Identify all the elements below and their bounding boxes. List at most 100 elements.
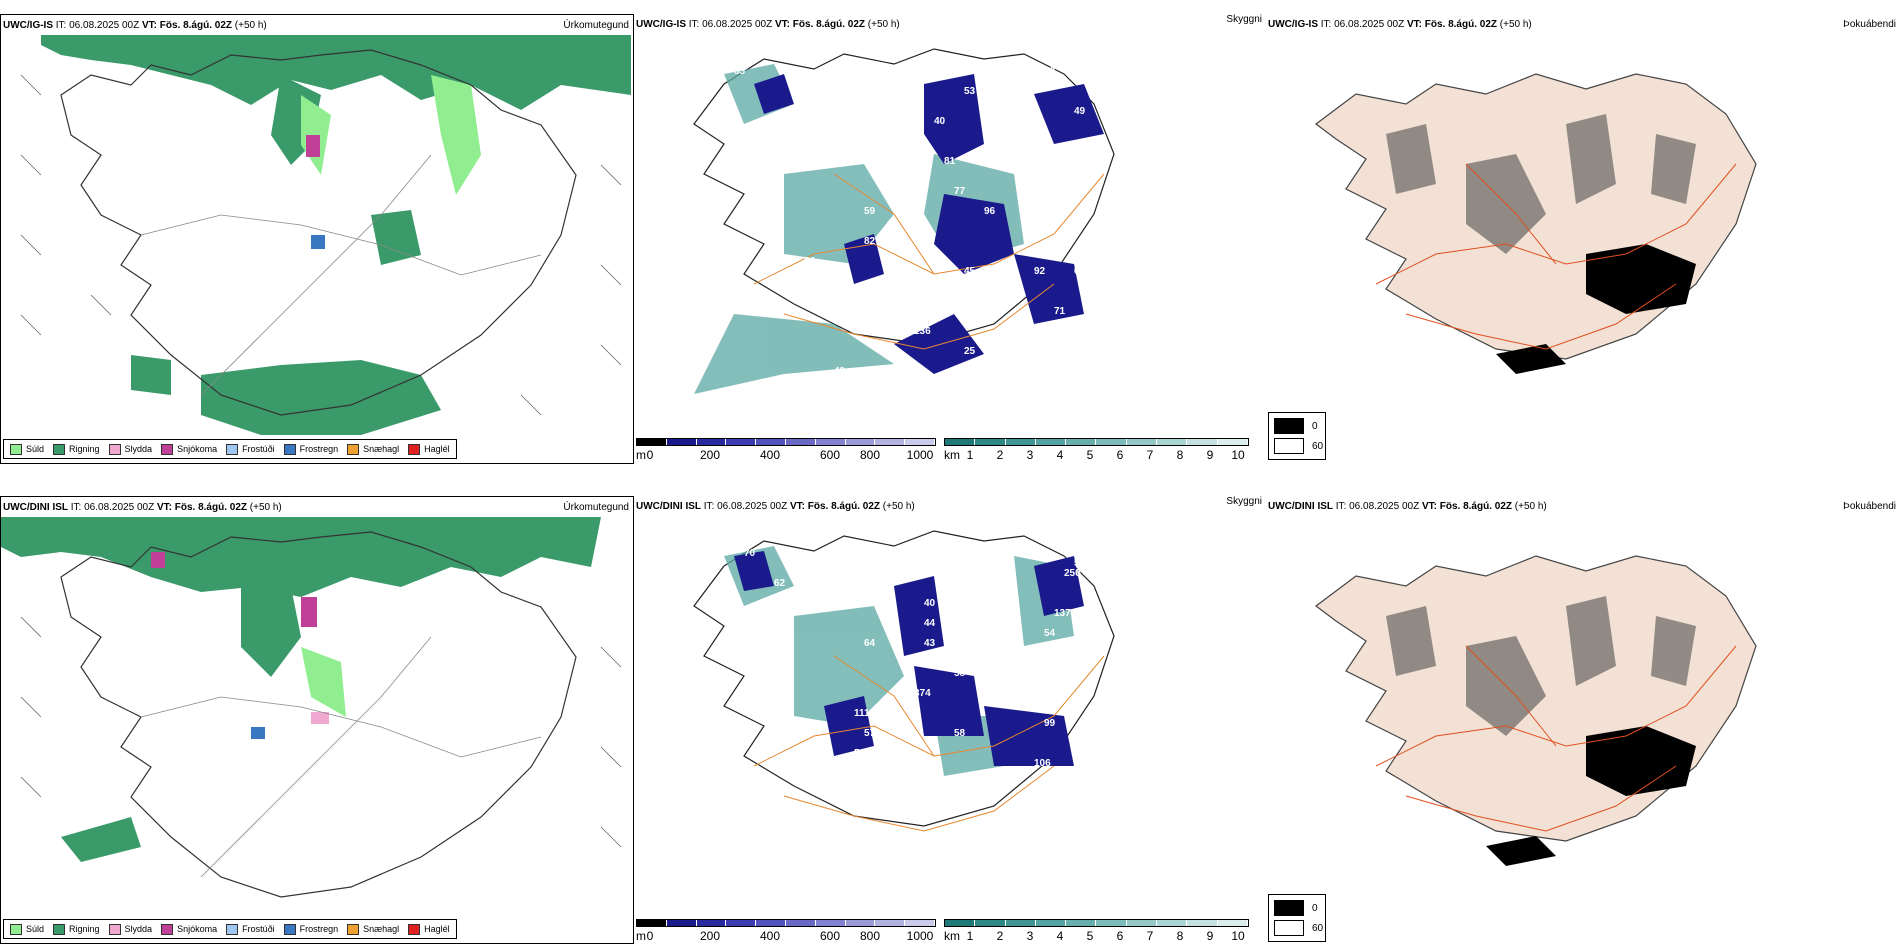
vis-tick: 3 — [1026, 448, 1034, 462]
legend-item-freezing-rain: Frostregn — [283, 923, 339, 935]
swatch — [226, 443, 239, 455]
vis-tick: 10 — [1231, 929, 1245, 943]
vis-tick: 1 — [966, 448, 974, 462]
ceiling-colorbar-strip — [636, 438, 936, 446]
it-label: IT: — [55, 20, 67, 31]
it-value: 06.08.2025 00Z — [717, 501, 788, 512]
ceiling-value-label: 136 — [914, 326, 931, 337]
swatch — [10, 923, 22, 935]
ceiling-value-label: 43 — [924, 638, 936, 649]
ceiling-value-label: 250 — [1064, 568, 1081, 579]
drizzle-area-east — [431, 75, 481, 195]
legend-item-drizzle: Súld — [10, 443, 45, 455]
road-network — [753, 655, 1105, 832]
ceiling-colorbar-strip — [636, 919, 936, 927]
ceiling-value-label: 51 — [854, 748, 866, 759]
ceiling-value-label: 70 — [744, 548, 756, 559]
ceiling-value-label: 47 — [1034, 346, 1046, 357]
ceiling-tick: 800 — [859, 929, 881, 943]
ceiling-value-label: 25 — [1034, 126, 1046, 137]
visibility-colorbar-strip — [944, 438, 1249, 446]
legend-label: Snæhagl — [363, 924, 400, 934]
ceiling-value-label: 40 — [934, 116, 946, 127]
ceiling-tick: 1000 — [906, 929, 934, 943]
fog-core-south — [1486, 836, 1556, 866]
swatch — [408, 443, 421, 455]
vis-tick: 6 — [1116, 448, 1124, 462]
model-name: UWC/DINI ISL — [636, 501, 701, 512]
legend-label: Slydda — [124, 444, 153, 454]
ceiling-value-label: 56 — [784, 548, 796, 559]
ceiling-tick: 600 — [819, 929, 841, 943]
fog-legend-row: 0 — [1274, 418, 1318, 434]
ceiling-value-label: 42 — [944, 66, 956, 77]
vt-label: VT: — [789, 501, 805, 512]
vis-tick: 5 — [1086, 929, 1094, 943]
ceiling-value-label: 50 — [1004, 808, 1016, 819]
ceiling-value-label: 82 — [1034, 678, 1046, 689]
legend-item-freezing-rain: Frostregn — [283, 443, 338, 455]
ceiling-tick: 1000 — [906, 448, 934, 462]
ceiling-value-label: 59 — [1074, 558, 1086, 569]
snow-patch — [306, 135, 320, 157]
vis-tick: 2 — [996, 929, 1004, 943]
visibility-colorbar-strip — [944, 919, 1249, 927]
ceiling-value-label: 58 — [954, 728, 966, 739]
fog-core-south — [1496, 344, 1566, 374]
product-name: Úrkomutegund — [563, 502, 629, 513]
ceiling-fields — [734, 551, 1084, 766]
swatch — [53, 923, 66, 935]
rain-area-southwest — [131, 355, 171, 395]
ceiling-colorbar: m 0 200 400 600 800 1000 — [636, 919, 936, 946]
legend-item-freezing-drizzle: Frostúði — [226, 443, 275, 455]
ceiling-value-label: 69 — [1074, 266, 1086, 277]
it-label: IT: — [1335, 501, 1347, 512]
ceiling-value-label: 106 — [1034, 758, 1051, 769]
precip-type-panel-top: UWC/IG-IS IT: 06.08.2025 00Z VT: Fös. 8.… — [0, 14, 634, 464]
vt-label: VT: — [774, 19, 790, 30]
ceiling-value-label: 41 — [954, 598, 966, 609]
ceiling-value-label: 374 — [914, 688, 931, 699]
legend-item-drizzle: Súld — [10, 923, 44, 935]
model-name: UWC/DINI ISL — [3, 502, 68, 513]
ceiling-value-label: 71 — [1054, 306, 1066, 317]
vt-value: Fös. 8.ágú. 02Z — [792, 19, 865, 30]
model-name: UWC/IG-IS — [1268, 19, 1318, 30]
precip-map — [20, 35, 631, 435]
swatch — [347, 443, 360, 455]
it-label: IT: — [1320, 19, 1332, 30]
model-name: UWC/DINI ISL — [1268, 501, 1333, 512]
road-network — [1375, 645, 1737, 832]
vis-tick: 3 — [1026, 929, 1034, 943]
visibility-panel-bottom: UWC/DINI ISL IT: 06.08.2025 00Z VT: Fös.… — [634, 496, 1266, 946]
ceiling-value-label: 40 — [924, 598, 936, 609]
swatch — [283, 443, 296, 455]
swatch — [1274, 920, 1304, 936]
vis-tick: 4 — [1056, 448, 1064, 462]
legend-label: Frostregn — [299, 924, 339, 934]
legend-label: Rigning — [69, 924, 100, 934]
vis-tick: 5 — [1086, 448, 1094, 462]
product-name: Skyggni — [1226, 496, 1262, 507]
product-name: Þokuábendi — [1843, 19, 1896, 30]
it-value: 06.08.2025 00Z — [84, 502, 155, 513]
swatch — [161, 923, 174, 935]
ceiling-tick: 400 — [759, 448, 781, 462]
legend-label: Snjókoma — [177, 444, 218, 454]
legend-label: Súld — [26, 444, 45, 454]
lead-time: (+50 h) — [234, 20, 267, 31]
vis-tick: 8 — [1176, 448, 1184, 462]
panel-header: UWC/DINI ISL IT: 06.08.2025 00Z VT: Fös.… — [636, 501, 915, 512]
wind-barbs — [20, 74, 622, 416]
legend-label: 0 — [1312, 420, 1318, 432]
snow-patch-west — [151, 552, 165, 568]
ceiling-unit: m — [636, 448, 646, 462]
ceiling-value-label: 62 — [774, 578, 786, 589]
freezing-rain-patch — [311, 235, 325, 249]
swatch — [1274, 438, 1304, 454]
wind-barbs — [20, 616, 622, 848]
ceiling-tick: 600 — [819, 448, 841, 462]
vt-label: VT: — [156, 502, 172, 513]
fog-panel-bottom: UWC/DINI ISL IT: 06.08.2025 00Z VT: Fös.… — [1266, 496, 1900, 946]
vt-value: Fös. 8.ágú. 02Z — [1439, 501, 1512, 512]
